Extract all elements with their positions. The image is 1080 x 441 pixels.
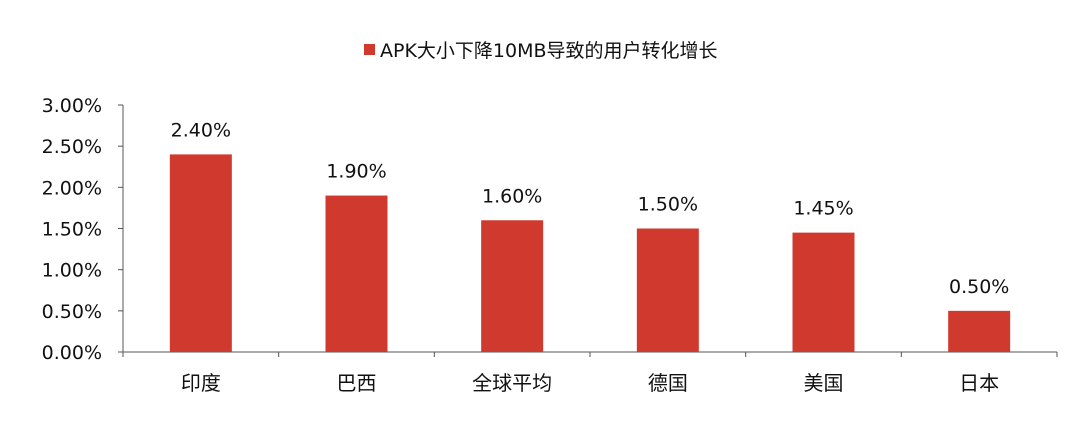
value-labels: 2.40% 印度 1.90% 巴西 1.60% 全球平均 1.50% 德国 1.45% 美国 0.5… — [171, 119, 1010, 395]
bar — [325, 195, 388, 352]
y-tick-label: 1.00% — [42, 260, 102, 282]
axes: 0.00% 0.50% 1.00% 1.50% 2.00% 2.50% 3.00% — [42, 95, 1058, 364]
bar-value-label: 1.50% — [638, 194, 698, 216]
legend-swatch — [364, 44, 375, 55]
x-tick-label: 美国 — [804, 371, 844, 395]
bar-value-label: 2.40% — [171, 119, 231, 141]
x-tick-label: 印度 — [181, 371, 221, 395]
bar-value-label: 1.60% — [482, 185, 542, 207]
x-tick-label: 日本 — [959, 371, 999, 395]
bar-value-label: 1.90% — [326, 161, 386, 183]
x-tick-label: 巴西 — [337, 371, 377, 395]
y-tick-label: 3.00% — [42, 95, 102, 117]
y-tick-label: 0.50% — [42, 301, 102, 323]
bar-value-label: 1.45% — [793, 198, 853, 220]
y-tick-label: 1.50% — [42, 219, 102, 241]
legend-label: APK大小下降10MB导致的用户转化增长 — [380, 40, 718, 62]
bar — [636, 228, 699, 352]
y-tick-label: 2.50% — [42, 136, 102, 158]
y-tick-label: 2.00% — [42, 177, 102, 199]
bar — [481, 220, 544, 352]
x-tick-label: 全球平均 — [472, 371, 552, 395]
legend: APK大小下降10MB导致的用户转化增长 — [364, 40, 718, 62]
bar — [792, 232, 855, 352]
bar-value-label: 0.50% — [949, 276, 1009, 298]
y-tick-label: 0.00% — [42, 342, 102, 364]
x-tick-label: 德国 — [648, 371, 688, 395]
bar — [169, 154, 232, 352]
bar — [948, 310, 1011, 352]
bars — [169, 154, 1011, 352]
